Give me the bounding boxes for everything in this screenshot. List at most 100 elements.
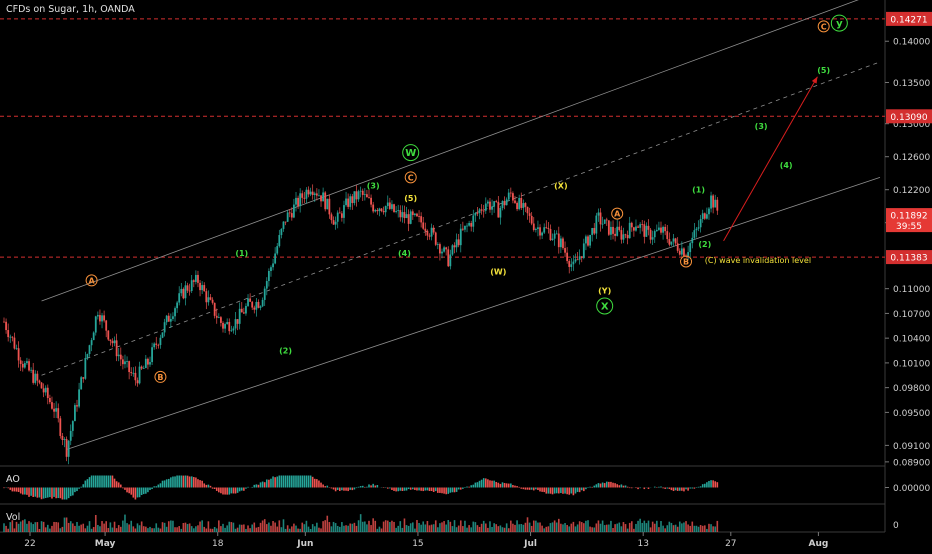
ao-bar [91,476,93,488]
ao-bar [708,481,710,488]
volume-bar [416,520,418,532]
x-tick-label: May [95,539,116,549]
candle-body [241,309,243,313]
ao-bar [243,488,245,491]
candle-body [168,316,170,322]
ao-bar [525,488,527,490]
candle-body [233,328,235,330]
ao-bar [197,479,199,487]
volume-bar [135,528,137,532]
volume-bar [560,524,562,532]
ao-bar [55,488,57,499]
ao-bar [481,480,483,488]
ao-bar [387,488,389,489]
volume-bar [312,524,314,532]
volume-bar [379,527,381,532]
candle-body [331,214,333,220]
candle-body [30,370,32,371]
ao-bar [39,488,41,498]
candle-body [293,205,295,218]
volume-bar [276,527,278,532]
candle-body [635,226,637,230]
candle-body [527,207,529,213]
y-tick-label: 0.10700 [893,310,930,320]
candle-body [658,228,660,230]
volume-bar [571,524,573,532]
ao-bar [691,488,693,489]
volume-bar [404,518,406,532]
candle-body [203,285,205,291]
y-tick-label: 0.13500 [893,79,930,89]
candle-body [87,354,89,358]
volume-bar [26,524,28,532]
ao-bar [658,487,660,488]
ao-bar [704,484,706,488]
volume-bar [297,529,299,532]
x-tick-label: 22 [24,539,35,549]
ao-bar [556,488,558,494]
ao-bar [452,488,454,493]
ao-bar [374,486,376,488]
volume-bar [562,524,564,532]
ao-bar [458,488,460,490]
ao-bar [3,488,5,489]
ao-bar [262,482,264,488]
volume-bar [89,521,91,532]
candle-body [130,372,132,373]
volume-bar [137,523,139,532]
candle-body [53,409,55,412]
volume-bar [358,520,360,532]
volume-bar [356,526,358,532]
volume-bar [556,523,558,532]
volume-bar [43,522,45,532]
x-tick-label: 18 [212,539,224,549]
wave-label: (W) [490,267,506,276]
ao-bar [335,488,337,492]
wave-label: (1) [692,186,705,195]
candle-body [443,247,445,251]
candle-body [422,222,424,228]
ao-bar [124,488,126,490]
ao-bar [520,488,522,489]
candle-body [616,227,618,236]
volume-bar [493,523,495,532]
ao-bar [318,481,320,488]
candle-body [587,236,589,245]
x-tick-label: Jun [296,539,313,549]
volume-bar [195,526,197,532]
ao-bar [698,487,700,488]
candle-body [606,220,608,221]
ao-bar [675,488,677,491]
ao-bar [231,488,233,494]
ao-bar [614,483,616,487]
ao-bar [120,485,122,488]
ao-bar [158,485,160,488]
ao-bar [608,482,610,488]
candle-body [581,256,583,258]
volume-bar [301,523,303,532]
ao-bar [606,482,608,488]
volume-bar [287,525,289,532]
wave-label: A [88,276,95,285]
candle-body [452,245,454,254]
volume-bar [402,528,404,532]
candle-body [595,216,597,234]
ao-bar [57,488,59,499]
candle-body [677,243,679,250]
volume-bar [22,520,24,532]
volume-bar [32,524,34,532]
volume-bar [264,519,266,532]
candle-body [247,299,249,306]
ao-bar [233,488,235,494]
candle-body [391,204,393,209]
ao-bar [99,476,101,488]
candle-body [14,338,16,349]
candle-body [339,213,341,214]
candle-body [456,239,458,247]
volume-bar [208,521,210,532]
volume-bar [224,528,226,532]
candle-body [483,211,485,212]
volume-bar [606,525,608,532]
